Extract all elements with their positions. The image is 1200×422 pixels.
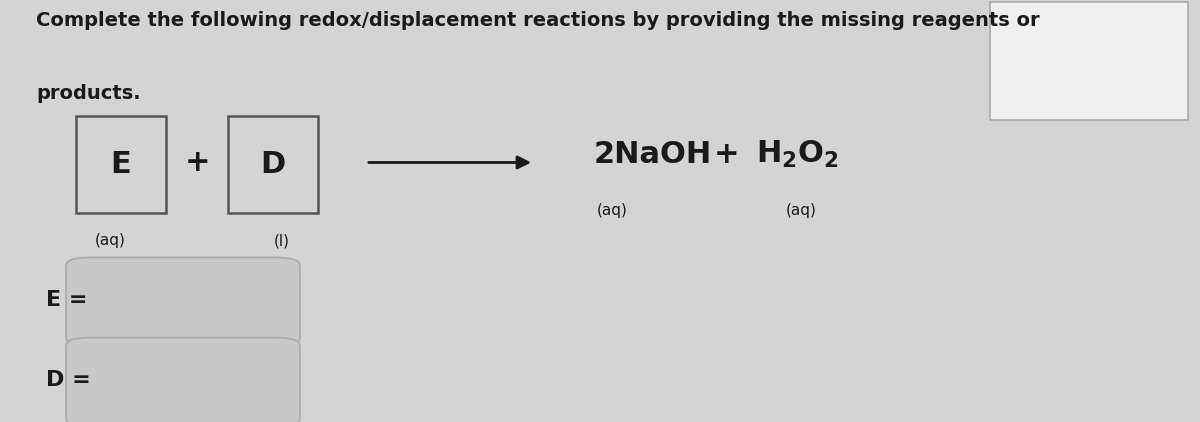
- Text: (l): (l): [274, 233, 290, 248]
- FancyBboxPatch shape: [76, 116, 166, 213]
- Text: (aq): (aq): [596, 203, 628, 219]
- Text: (aq): (aq): [95, 233, 126, 248]
- Text: Complete the following redox/displacement reactions by providing the missing rea: Complete the following redox/displacemen…: [36, 11, 1039, 30]
- Text: +: +: [185, 148, 211, 177]
- Text: products.: products.: [36, 84, 140, 103]
- Text: 2NaOH: 2NaOH: [594, 140, 713, 168]
- FancyBboxPatch shape: [66, 257, 300, 346]
- Text: (aq): (aq): [786, 203, 817, 219]
- Text: +: +: [714, 140, 739, 168]
- Text: D =: D =: [46, 370, 90, 390]
- Text: E =: E =: [46, 289, 88, 310]
- Text: E: E: [110, 150, 131, 179]
- Text: $\mathbf{H_2O_2}$: $\mathbf{H_2O_2}$: [756, 138, 839, 170]
- Text: D: D: [260, 150, 286, 179]
- FancyBboxPatch shape: [990, 2, 1188, 120]
- FancyBboxPatch shape: [228, 116, 318, 213]
- FancyBboxPatch shape: [66, 338, 300, 422]
